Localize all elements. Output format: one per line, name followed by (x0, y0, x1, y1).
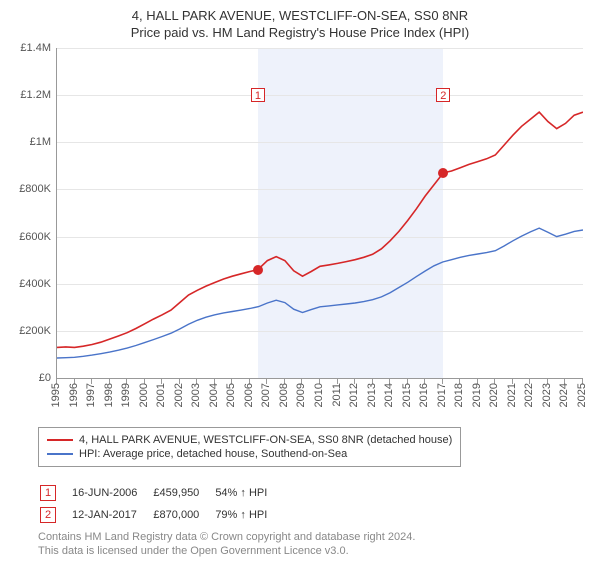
x-tick-label: 2001 (155, 383, 167, 407)
x-tick-label: 2023 (541, 383, 553, 407)
legend-label: 4, HALL PARK AVENUE, WESTCLIFF-ON-SEA, S… (79, 434, 452, 446)
x-tick-label: 1998 (103, 383, 115, 407)
x-tick-label: 2014 (383, 383, 395, 407)
sale-date: 12-JAN-2017 (72, 505, 151, 525)
x-axis-ticks: 1995199619971998199920002001200220032004… (56, 379, 582, 419)
x-tick-label: 2007 (260, 383, 272, 407)
x-tick-label: 2021 (506, 383, 518, 407)
sale-dot (438, 168, 448, 178)
x-tick-label: 2010 (313, 383, 325, 407)
y-tick-label: £800K (11, 183, 51, 195)
footer-line2: This data is licensed under the Open Gov… (38, 545, 590, 559)
y-tick-label: £0 (11, 372, 51, 384)
table-row: 2 12-JAN-2017£870,00079% ↑ HPI (40, 505, 281, 525)
y-tick-label: £200K (11, 325, 51, 337)
y-tick-label: £1.4M (11, 42, 51, 54)
x-tick-label: 2008 (278, 383, 290, 407)
sale-hpi-delta: 79% ↑ HPI (215, 505, 281, 525)
sale-price: £459,950 (153, 483, 213, 503)
y-tick-label: £600K (11, 231, 51, 243)
x-tick-label: 2017 (436, 383, 448, 407)
x-tick-label: 2025 (576, 383, 588, 407)
sale-marker-box: 2 (436, 88, 450, 102)
x-tick-label: 2000 (138, 383, 150, 407)
x-tick-label: 2012 (348, 383, 360, 407)
chart-titles: 4, HALL PARK AVENUE, WESTCLIFF-ON-SEA, S… (10, 8, 590, 40)
x-tick-label: 2024 (558, 383, 570, 407)
x-tick-label: 2020 (488, 383, 500, 407)
footer-attribution: Contains HM Land Registry data © Crown c… (38, 531, 590, 559)
x-tick-label: 2005 (225, 383, 237, 407)
x-tick-label: 2018 (453, 383, 465, 407)
chart-container: 4, HALL PARK AVENUE, WESTCLIFF-ON-SEA, S… (0, 0, 600, 563)
x-tick-label: 2013 (366, 383, 378, 407)
x-tick-label: 2019 (471, 383, 483, 407)
legend: 4, HALL PARK AVENUE, WESTCLIFF-ON-SEA, S… (38, 427, 461, 467)
sales-table: 1 16-JUN-2006£459,95054% ↑ HPI 2 12-JAN-201… (38, 481, 283, 527)
footer-line1: Contains HM Land Registry data © Crown c… (38, 531, 590, 545)
legend-swatch (47, 453, 73, 455)
x-tick-label: 1996 (68, 383, 80, 407)
legend-label: HPI: Average price, detached house, Sout… (79, 448, 347, 460)
x-tick-label: 2006 (243, 383, 255, 407)
y-tick-label: £400K (11, 278, 51, 290)
table-row: 1 16-JUN-2006£459,95054% ↑ HPI (40, 483, 281, 503)
sale-dot (253, 265, 263, 275)
x-tick-label: 2009 (295, 383, 307, 407)
sale-marker-box: 1 (251, 88, 265, 102)
x-tick-label: 2003 (190, 383, 202, 407)
series-price_paid (57, 112, 583, 347)
sale-date: 16-JUN-2006 (72, 483, 151, 503)
sale-price: £870,000 (153, 505, 213, 525)
sale-index-badge: 1 (40, 485, 56, 501)
y-tick-label: £1.2M (11, 89, 51, 101)
sale-index-badge: 2 (40, 507, 56, 523)
y-tick-label: £1M (11, 136, 51, 148)
chart-lines-svg (57, 48, 583, 378)
legend-swatch (47, 439, 73, 441)
series-hpi (57, 228, 583, 358)
sale-hpi-delta: 54% ↑ HPI (215, 483, 281, 503)
legend-row: HPI: Average price, detached house, Sout… (47, 448, 452, 460)
x-tick-label: 1997 (85, 383, 97, 407)
plot-area: £0£200K£400K£600K£800K£1M£1.2M£1.4M12 (56, 48, 583, 379)
x-tick-label: 1995 (50, 383, 62, 407)
x-tick-label: 2015 (401, 383, 413, 407)
chart-title-address: 4, HALL PARK AVENUE, WESTCLIFF-ON-SEA, S… (10, 8, 590, 23)
x-tick-label: 1999 (120, 383, 132, 407)
x-tick-label: 2016 (418, 383, 430, 407)
x-tick-label: 2011 (331, 383, 343, 407)
legend-row: 4, HALL PARK AVENUE, WESTCLIFF-ON-SEA, S… (47, 434, 452, 446)
chart-title-subtitle: Price paid vs. HM Land Registry's House … (10, 25, 590, 40)
x-tick-label: 2022 (523, 383, 535, 407)
x-tick-label: 2004 (208, 383, 220, 407)
x-tick-label: 2002 (173, 383, 185, 407)
